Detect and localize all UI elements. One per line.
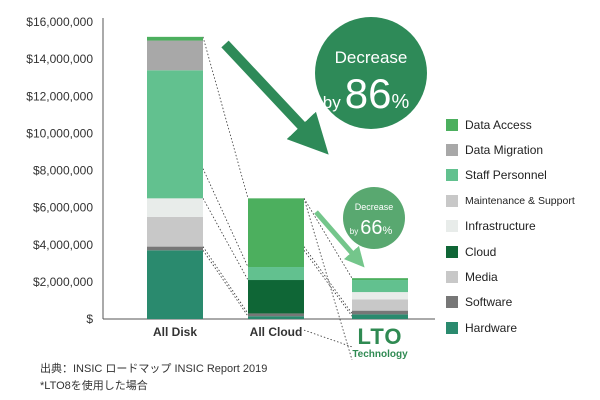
- legend-label: Hardware: [465, 320, 518, 335]
- y-tick-label: $: [86, 312, 93, 326]
- footnote-note: *LTO8を使用した場合: [40, 380, 148, 392]
- bar-segment-hardware: [147, 250, 203, 319]
- legend-label: Infrastructure: [465, 219, 536, 234]
- bar-segment-software: [352, 310, 408, 315]
- bar-segment-data-access: [147, 36, 203, 41]
- legend-item: Data Migration: [446, 137, 596, 162]
- x-category-label: All Cloud: [250, 325, 303, 339]
- bar-segment-data-access: [248, 198, 304, 268]
- legend-item: Hardware: [446, 315, 596, 340]
- bar-segment-media: [147, 216, 203, 247]
- legend-label: Maintenance & Support: [465, 194, 575, 207]
- y-tick-label: $16,000,000: [26, 15, 93, 29]
- bar-segment-hardware: [248, 316, 304, 319]
- badge-large-value: 86: [345, 70, 392, 117]
- badge-small-value: 66: [360, 217, 382, 239]
- badge-small-unit: %: [382, 225, 392, 237]
- bar-segment-data-access: [352, 278, 408, 281]
- x-category-label: LTO: [358, 324, 403, 349]
- bar-segment-media: [352, 299, 408, 311]
- legend-label: Staff Personnel: [465, 168, 547, 183]
- bars: [147, 36, 408, 319]
- legend-label: Data Migration: [465, 143, 544, 158]
- decrease-arrow-small: [314, 210, 365, 268]
- connector-line: [303, 250, 353, 317]
- y-tick-label: $8,000,000: [33, 164, 93, 178]
- bar-segment-staff-personnel: [352, 280, 408, 293]
- legend-swatch: [446, 271, 458, 284]
- y-tick-label: $14,000,000: [26, 52, 93, 66]
- legend: Data Access Data Migration Staff Personnel…: [446, 112, 596, 341]
- bar-segment-data-migration: [147, 40, 203, 71]
- legend-item: Staff Personnel: [446, 163, 596, 188]
- y-axis: $ $2,000,000 $4,000,000 $6,000,000 $8,000,00…: [26, 15, 435, 326]
- connector-line: [202, 246, 249, 314]
- decrease-arrow-large: [221, 40, 329, 155]
- legend-item: Infrastructure: [446, 214, 596, 239]
- legend-item: Data Access: [446, 112, 596, 137]
- badge-small-prefix: by: [350, 227, 358, 236]
- y-tick-label: $4,000,000: [33, 238, 93, 252]
- legend-item: Media: [446, 264, 596, 289]
- y-tick-label: $6,000,000: [33, 201, 93, 215]
- connector-line: [303, 198, 353, 360]
- y-tick-label: $12,000,000: [26, 89, 93, 103]
- bar-segment-infrastructure: [352, 292, 408, 300]
- legend-swatch: [446, 194, 458, 207]
- legend-label: Cloud: [465, 244, 497, 259]
- connector-line: [303, 329, 353, 348]
- legend-swatch: [446, 118, 458, 131]
- svg-text:by86%: by86%: [323, 70, 410, 117]
- decrease-badge-large: Decrease by86%: [315, 17, 427, 129]
- x-category-subtitle: Technology: [352, 349, 408, 360]
- legend-label: Software: [465, 295, 513, 310]
- x-category-label: All Disk: [153, 325, 197, 339]
- legend-swatch: [446, 144, 458, 157]
- legend-label: Media: [465, 270, 498, 285]
- connector-line: [202, 198, 249, 281]
- y-tick-label: $2,000,000: [33, 275, 93, 289]
- decrease-badge-small: Decrease by 66%: [343, 187, 405, 249]
- legend-label: Data Access: [465, 117, 532, 132]
- legend-item: Software: [446, 290, 596, 315]
- connector-line: [202, 250, 249, 317]
- badge-small-line1: Decrease: [355, 202, 394, 212]
- bar-segment-staff-personnel: [147, 70, 203, 199]
- bar-segment-infrastructure: [147, 198, 203, 217]
- badge-large-line1: Decrease: [335, 48, 408, 67]
- legend-swatch: [446, 321, 458, 334]
- bar-segment-hardware: [352, 314, 408, 319]
- bar-segment-cloud: [248, 280, 304, 314]
- badge-large-prefix: by: [323, 93, 341, 112]
- bar-segment-software: [147, 246, 203, 251]
- legend-swatch: [446, 296, 458, 309]
- connector-line: [202, 168, 249, 268]
- bar-segment-staff-personnel: [248, 267, 304, 281]
- legend-item: Cloud: [446, 239, 596, 264]
- legend-swatch: [446, 169, 458, 182]
- legend-swatch: [446, 245, 458, 258]
- y-tick-label: $10,000,000: [26, 126, 93, 140]
- badge-large-unit: %: [391, 91, 409, 113]
- footnote-source: 出典：INSIC ロードマップ INSIC Report 2019: [40, 363, 268, 375]
- legend-swatch: [446, 220, 458, 233]
- legend-item: Maintenance & Support: [446, 188, 596, 213]
- bar-segment-software: [248, 313, 304, 317]
